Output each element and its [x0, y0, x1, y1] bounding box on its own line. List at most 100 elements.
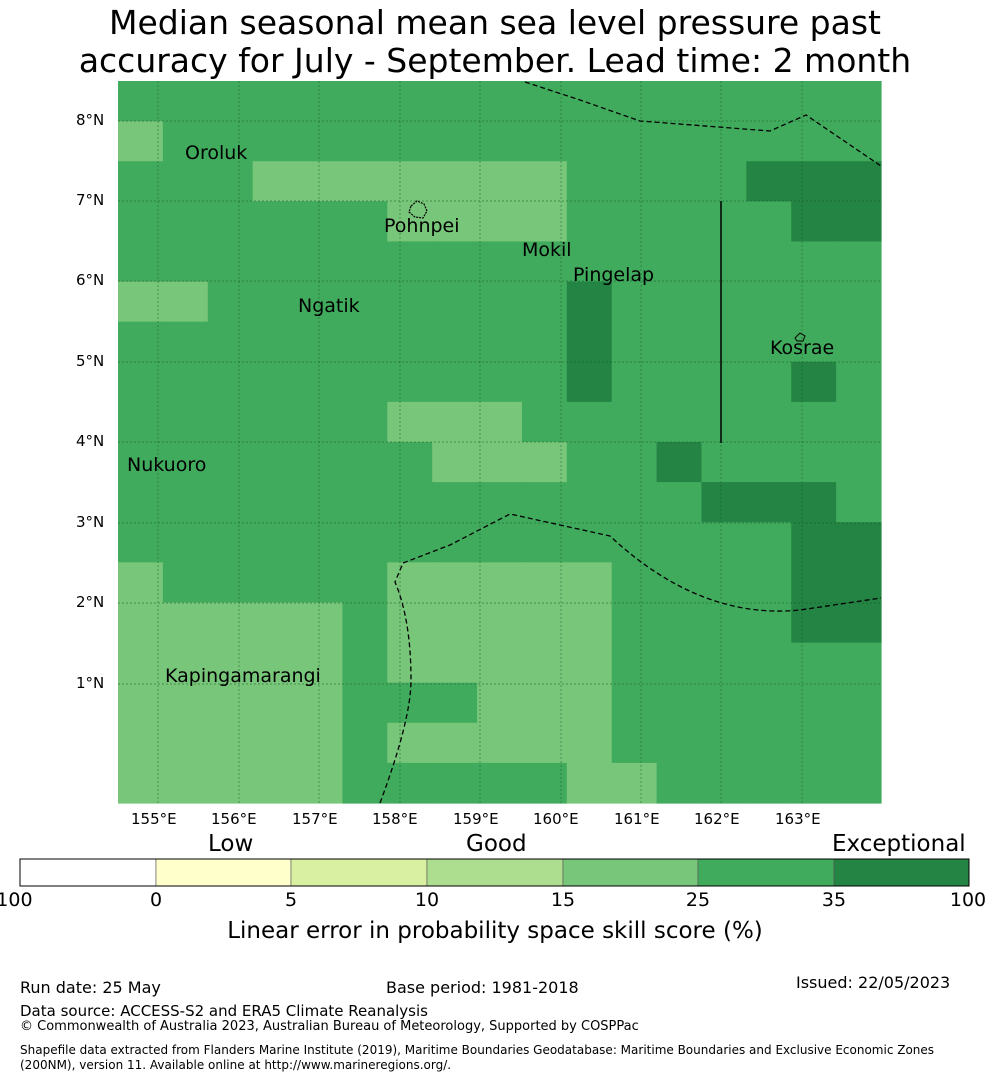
skill-cell: [656, 361, 703, 403]
skill-cell: [118, 762, 164, 804]
skill-cell: [746, 722, 792, 764]
skill-cell: [701, 401, 747, 443]
skill-cell: [342, 81, 388, 122]
skill-cell: [387, 722, 433, 764]
skill-cell: [207, 241, 254, 283]
skill-cell: [656, 161, 703, 202]
skill-cell: [387, 241, 433, 283]
colorbar-segment: [290, 858, 428, 887]
skill-cell: [521, 321, 568, 363]
skill-cell: [252, 81, 299, 122]
lon-label-156e: 156°E: [211, 810, 257, 828]
skill-cell: [252, 562, 299, 604]
skill-cell: [566, 281, 613, 323]
skill-cell: [297, 482, 344, 523]
skill-cell: [746, 281, 792, 323]
skill-cell: [477, 401, 523, 443]
skill-cell: [118, 722, 164, 764]
skill-cell: [566, 682, 613, 724]
skill-cell: [746, 602, 792, 644]
place-label-mokil: Mokil: [522, 239, 572, 261]
skill-cell: [477, 562, 523, 604]
skill-grid: [118, 81, 882, 804]
skill-cell: [477, 241, 523, 283]
colorbar-tick-label: 10: [414, 889, 440, 911]
skill-cell: [701, 241, 747, 283]
lat-label-8n: 8°N: [76, 111, 105, 129]
skill-cell: [791, 321, 837, 363]
skill-cell: [342, 642, 388, 684]
skill-cell: [656, 762, 703, 804]
pohnpei-island-outline: [408, 200, 428, 219]
skill-cell: [521, 161, 568, 202]
skill-cell: [162, 722, 209, 764]
skill-cell: [477, 321, 523, 363]
skill-cell: [432, 81, 478, 122]
lon-label-161e: 161°E: [614, 810, 660, 828]
skill-cell: [746, 321, 792, 363]
skill-cell: [836, 482, 882, 523]
skill-cell: [387, 602, 433, 644]
skill-cell: [836, 522, 882, 563]
skill-cell: [252, 321, 299, 363]
skill-cell: [387, 682, 433, 724]
skill-cell: [297, 121, 344, 162]
skill-cell: [118, 321, 164, 363]
skill-cell: [432, 442, 478, 483]
skill-cell: [387, 762, 433, 804]
lon-label-159e: 159°E: [453, 810, 499, 828]
colorbar-segment: [155, 858, 292, 887]
skill-cell: [118, 442, 164, 483]
skill-cell: [791, 482, 837, 523]
skill-cell: [342, 762, 388, 804]
skill-cell: [746, 562, 792, 604]
skill-cell: [611, 361, 658, 403]
skill-cell: [836, 642, 882, 684]
skill-cell: [611, 121, 658, 162]
skill-cell: [746, 241, 792, 283]
skill-cell: [746, 642, 792, 684]
data-source: Data source: ACCESS-S2 and ERA5 Climate …: [20, 1002, 428, 1020]
skill-cell: [611, 602, 658, 644]
skill-cell: [656, 602, 703, 644]
skill-cell: [432, 361, 478, 403]
skill-cell: [207, 401, 254, 443]
skill-cell: [477, 722, 523, 764]
skill-cell: [207, 762, 254, 804]
skill-cell: [252, 241, 299, 283]
colorbar-segment: [19, 858, 157, 887]
skill-cell: [162, 81, 209, 122]
skill-cell: [521, 442, 568, 483]
skill-cell: [656, 482, 703, 523]
skill-cell: [297, 522, 344, 563]
skill-cell: [566, 401, 613, 443]
colorbar-tick-label: 0: [149, 889, 163, 911]
lon-label-160e: 160°E: [533, 810, 579, 828]
skill-cell: [342, 722, 388, 764]
skill-cell: [791, 722, 837, 764]
skill-cell: [611, 482, 658, 523]
skill-cell: [566, 321, 613, 363]
skill-cell: [297, 401, 344, 443]
skill-cell: [836, 762, 882, 804]
skill-cell: [611, 401, 658, 443]
skill-cell: [836, 562, 882, 604]
skill-cell: [432, 321, 478, 363]
graticule: [118, 81, 881, 803]
skill-cell: [387, 442, 433, 483]
skill-cell: [701, 482, 747, 523]
place-label-ngatik: Ngatik: [298, 295, 360, 317]
skill-cell: [432, 562, 478, 604]
skill-cell: [207, 722, 254, 764]
skill-cell: [118, 201, 164, 243]
skill-cell: [701, 562, 747, 604]
colorbar-segment: [426, 858, 564, 887]
skill-cell: [701, 81, 747, 122]
skill-cell: [701, 321, 747, 363]
skill-cell: [701, 121, 747, 162]
skill-cell: [746, 121, 792, 162]
skill-cell: [432, 281, 478, 323]
skill-cell: [342, 602, 388, 644]
skill-cell: [477, 762, 523, 804]
lon-label-163e: 163°E: [775, 810, 821, 828]
